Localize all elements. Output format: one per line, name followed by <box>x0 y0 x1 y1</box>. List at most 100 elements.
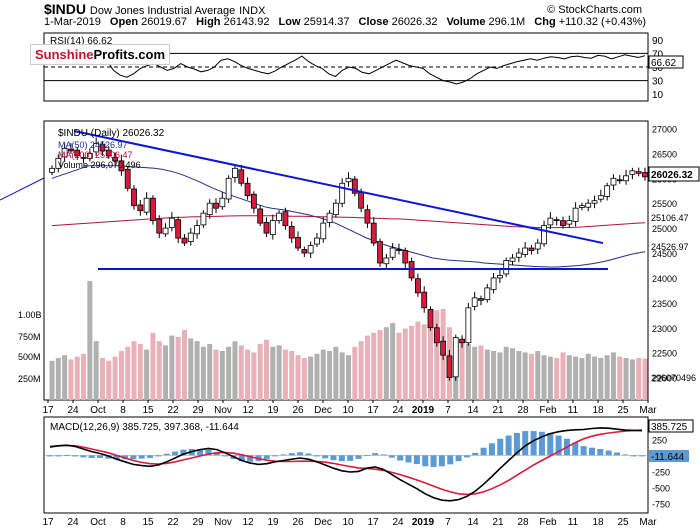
macd-x-tick-label: Oct <box>90 517 106 528</box>
volume-bar <box>333 346 339 400</box>
volume-bar <box>251 352 257 400</box>
volume-bar <box>421 324 427 400</box>
volume-bar <box>320 349 326 400</box>
volume-bar <box>93 341 99 400</box>
candle-body <box>629 170 636 175</box>
volume-bar <box>245 349 251 400</box>
candle-body <box>68 148 74 152</box>
volume-bar <box>301 358 307 400</box>
macd-panel-frame <box>43 416 649 514</box>
macd-line <box>49 427 643 502</box>
macd-histogram-bar <box>413 455 420 465</box>
rsi-tick-label: 10 <box>652 90 664 101</box>
volume-bar <box>610 352 616 400</box>
volume-bar <box>289 351 295 400</box>
volume-bar <box>541 355 547 400</box>
volume-tag: 296070496 <box>651 373 696 383</box>
candle-body <box>80 156 87 159</box>
index-name: Dow Jones Industrial Average <box>89 5 236 17</box>
volume-bar <box>339 352 345 400</box>
macd-tick-label: 250 <box>652 435 667 445</box>
candle-body <box>49 167 55 173</box>
macd-x-tick-label: Dec <box>314 517 332 528</box>
volume-bar <box>169 335 175 400</box>
candle-body <box>314 237 320 245</box>
volume-bar <box>232 341 238 400</box>
volume-bar <box>200 346 206 400</box>
candle-body <box>276 212 283 222</box>
chg-label: Chg <box>534 16 556 28</box>
logo-part2: Profits.com <box>93 47 166 62</box>
candle-body <box>604 185 611 197</box>
candle-body <box>124 168 131 189</box>
candle-body <box>547 217 554 226</box>
x-tick-label: Oct <box>90 405 106 416</box>
volume-bar <box>314 353 320 400</box>
volume-bar <box>604 355 610 400</box>
volume-bar <box>598 358 604 400</box>
macd-histogram-bar <box>422 455 429 467</box>
x-tick-label: Nov <box>214 405 232 416</box>
candle-body <box>484 287 491 301</box>
macd-x-tick-label: Feb <box>539 517 557 528</box>
macd-histogram-bar <box>588 447 595 456</box>
x-tick-label: 8 <box>120 405 126 416</box>
volume-bar <box>87 281 93 400</box>
candle-body <box>597 195 604 200</box>
volume-bar <box>112 356 118 400</box>
volume-bar <box>55 358 61 400</box>
candle-body <box>623 175 629 182</box>
legend-ma50: MA(50) 24526.97 <box>58 140 128 150</box>
volume-bar <box>81 353 87 400</box>
candle-body <box>396 249 402 251</box>
x-tick-label: 29 <box>192 405 204 416</box>
x-tick-label: 19 <box>267 405 279 416</box>
candle-body <box>351 178 358 194</box>
candle-body <box>288 225 295 239</box>
high-value: 26143.92 <box>223 16 270 28</box>
volume-bar <box>434 310 440 400</box>
candle-body <box>200 212 207 226</box>
volume-bar <box>207 344 213 400</box>
legend-price: $INDU (Daily) 26026.32 <box>58 128 165 139</box>
candle-body <box>168 217 175 228</box>
candle-body <box>345 177 352 183</box>
macd-x-tick-label: 21 <box>492 517 504 528</box>
x-tick-label: 12 <box>242 405 254 416</box>
price-tick-label: 25500 <box>652 199 677 209</box>
macd-histogram-bar <box>388 455 395 458</box>
chart-title: $INDU Dow Jones Industrial Average INDX <box>44 1 265 17</box>
volume-tick-label: 750M <box>18 332 41 342</box>
quote-date: 1-Mar-2019 <box>44 16 101 28</box>
macd-histogram-bar <box>488 443 495 456</box>
candle-body <box>162 227 169 235</box>
credit: © StockCharts.com <box>547 4 642 16</box>
volume-bar <box>484 349 490 400</box>
candle-body <box>471 297 478 307</box>
volume-bar <box>238 345 244 400</box>
macd-histogram-bar <box>430 455 437 467</box>
macd-histogram-bar <box>147 455 154 458</box>
candle-body <box>86 152 93 159</box>
macd-x-tick-label: 29 <box>192 517 204 528</box>
ma50-tag: 24526.97 <box>651 242 689 252</box>
x-tick-label: Dec <box>314 405 332 416</box>
macd-histogram-bar <box>463 455 470 458</box>
candle-body <box>572 207 579 222</box>
candle-body <box>301 249 308 254</box>
candle-body <box>553 219 560 222</box>
volume-bar <box>226 346 232 400</box>
macd-histogram-bar <box>97 455 104 458</box>
macd-histogram-bar <box>247 455 254 462</box>
volume-bar <box>642 358 648 400</box>
volume-bar <box>131 341 137 400</box>
macd-histogram-bar <box>555 435 562 456</box>
trend-extension-line <box>0 177 45 201</box>
candle-body <box>377 241 383 264</box>
macd-histogram-bar <box>322 455 329 459</box>
macd-histogram-bar <box>372 453 379 456</box>
candle-body <box>93 143 100 153</box>
candle-body <box>414 278 421 294</box>
volume-bar <box>623 358 629 400</box>
low-value: 25914.37 <box>303 16 350 28</box>
